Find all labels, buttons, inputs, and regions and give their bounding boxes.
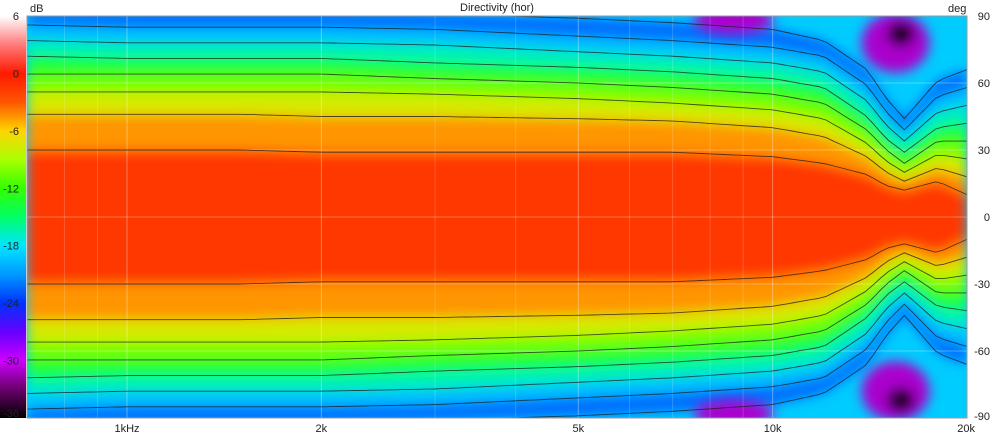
contour-line: [491, 16, 967, 120]
colorbar: [0, 16, 26, 418]
x-tick-label: 5k: [572, 423, 584, 435]
null-region: [693, 16, 774, 35]
y-tick-label: 90: [978, 11, 990, 23]
contour-line: [27, 270, 967, 361]
null-region: [886, 21, 915, 46]
y-tick-label: -30: [974, 279, 990, 291]
colorbar-tick-label: -24: [3, 298, 19, 310]
y-axis-unit-label: deg: [948, 3, 966, 15]
contour-line: [27, 252, 967, 321]
null-region: [693, 399, 774, 418]
plot-area: [27, 16, 967, 418]
y-tick-label: -90: [974, 411, 990, 423]
contour-line: [27, 55, 967, 153]
colorbar-tick-label: -36: [3, 408, 19, 420]
contour-line: [27, 238, 967, 285]
x-tick-label: 20k: [957, 423, 975, 435]
colorbar-tick-label: 6: [13, 11, 19, 23]
y-axis-ticks: 90 60 30 0 -30 -60 -90: [974, 11, 990, 423]
x-tick-label: 10k: [764, 423, 782, 435]
y-tick-label: -60: [974, 346, 990, 358]
colorbar-tick-label: 0: [13, 68, 19, 80]
colorbar-tick-label: -12: [3, 183, 19, 195]
colorbar-tick-label: -6: [9, 126, 19, 138]
contour-line: [27, 149, 967, 196]
contour-line: [491, 314, 967, 418]
null-region: [886, 388, 915, 413]
colorbar-tick-label: -18: [3, 241, 19, 253]
contour-line: [27, 91, 967, 173]
colorbar-ticks: 6 0 -6 -12 -18 -24 -30 -36: [3, 11, 19, 420]
chart-title: Directivity (hor): [460, 2, 534, 14]
contour-line: [27, 303, 967, 410]
colorbar-unit-label: dB: [30, 3, 43, 15]
contour-line: [27, 292, 967, 394]
y-tick-label: 30: [978, 145, 990, 157]
plot-frame: [26, 15, 968, 419]
y-tick-label: 60: [978, 78, 990, 90]
contour-line: [27, 261, 967, 343]
x-tick-label: 1kHz: [114, 423, 139, 435]
contour-line: [27, 113, 967, 182]
contour-line: [27, 40, 967, 142]
contour-line: [27, 24, 967, 131]
contour-line: [27, 73, 967, 164]
x-axis-ticks: 1kHz 2k 5k 10k 20k: [114, 423, 975, 435]
y-tick-label: 0: [984, 212, 990, 224]
contour-line: [27, 281, 967, 379]
x-tick-label: 2k: [316, 423, 328, 435]
contour-band: [27, 150, 967, 284]
contour-lines: [27, 16, 967, 418]
colorbar-tick-label: -30: [3, 356, 19, 368]
